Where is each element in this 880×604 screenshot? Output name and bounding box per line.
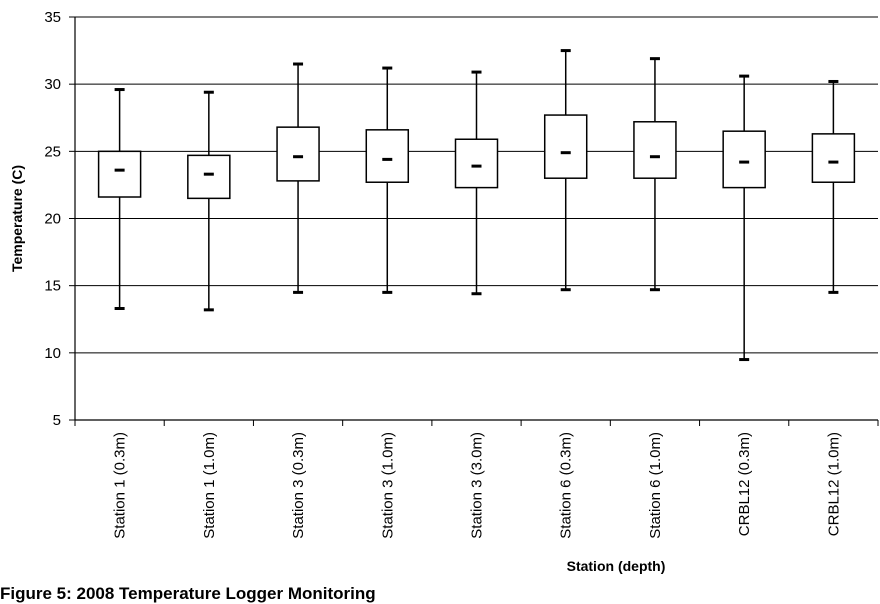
box-7: [633, 57, 677, 292]
box-5: [454, 70, 499, 296]
iqr-box: [543, 114, 588, 179]
y-tick-label: 5: [53, 412, 61, 429]
x-tick-label: Station 1 (0.3m): [112, 432, 129, 539]
iqr-box: [97, 150, 142, 198]
x-tick-label: Station 6 (1.0m): [647, 432, 664, 539]
y-tick-label: 30: [44, 76, 61, 93]
box-9: [811, 79, 856, 294]
x-axis-ticks: Station 1 (0.3m) Station 1 (1.0m) Station …: [74, 420, 879, 539]
x-tick-label: Station 3 (0.3m): [290, 432, 307, 539]
box-8: [722, 74, 766, 362]
y-tick-label: 25: [44, 143, 61, 160]
iqr-box: [633, 121, 677, 179]
iqr-box: [811, 133, 856, 183]
y-axis-ticks: 5 10 15 20 25 30 35: [44, 9, 75, 429]
iqr-box: [365, 129, 410, 183]
iqr-box: [276, 126, 320, 182]
x-tick-label: CRBL12 (0.3m): [736, 432, 753, 536]
y-tick-label: 15: [44, 278, 61, 295]
x-tick-label: Station 3 (1.0m): [379, 432, 396, 539]
x-tick-label: Station 3 (3.0m): [469, 432, 486, 539]
x-tick-label: Station 1 (1.0m): [201, 432, 218, 539]
y-axis-title: Temperature (C): [9, 165, 25, 272]
boxplot-series: [97, 49, 856, 362]
iqr-box: [454, 138, 499, 189]
x-axis-title: Station (depth): [567, 558, 666, 574]
box-2: [187, 90, 231, 312]
x-tick-label: Station 6 (0.3m): [558, 432, 575, 539]
iqr-box: [187, 154, 231, 200]
y-tick-label: 20: [44, 211, 61, 228]
figure-caption: Figure 5: 2008 Temperature Logger Monito…: [0, 584, 376, 603]
x-tick-label: CRBL12 (1.0m): [825, 432, 842, 536]
box-1: [97, 88, 142, 311]
y-tick-label: 10: [44, 345, 61, 362]
box-4: [365, 66, 410, 294]
box-6: [543, 49, 588, 292]
iqr-box: [722, 130, 766, 189]
y-tick-label: 35: [44, 9, 61, 26]
box-3: [276, 62, 320, 294]
